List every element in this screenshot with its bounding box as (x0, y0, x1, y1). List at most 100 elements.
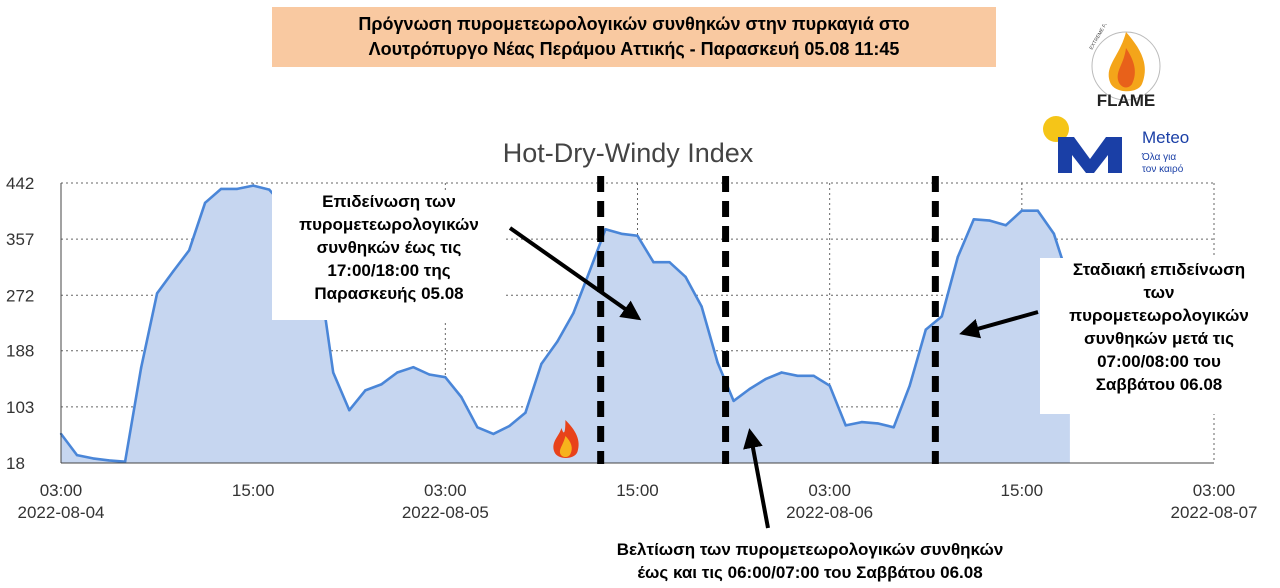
data-point (348, 409, 351, 412)
data-point (588, 270, 591, 273)
arrow-to-saturday-rise (959, 310, 1039, 339)
data-point (860, 420, 863, 424)
x-tick-label: 15:00 (1001, 481, 1044, 500)
data-point (476, 426, 479, 429)
fire-icon (553, 420, 579, 458)
x-tick-date-label: 2022-08-04 (18, 503, 105, 522)
annotation-arrows (508, 226, 1039, 529)
annotation-line: Σταδιακή επιδείνωση (1072, 260, 1246, 279)
data-point (700, 305, 703, 308)
chart-event-markers (553, 176, 939, 464)
data-point (716, 361, 719, 364)
annotation-improvement: Βελτίωση των πυρομετεωρολογικών συνθηκών… (580, 538, 1040, 588)
data-point (604, 228, 607, 231)
annotation-line: συνθηκών έως τις (316, 238, 462, 257)
data-point (492, 432, 495, 436)
x-tick-label: 03:00 (808, 481, 851, 500)
chart-axes: 18 103 188 272 357 442 03:00 2022-08-04 15:00 03:… (6, 174, 1257, 522)
data-point (364, 389, 367, 392)
meteo-tagline-line1: Όλα για (1142, 152, 1177, 163)
data-point (748, 387, 751, 391)
data-point (956, 255, 959, 259)
annotation-gradual-worsening-saturday: Σταδιακή επιδείνωση των πυρομετεωρολογικ… (1040, 258, 1278, 414)
annotation-line: Βελτίωση των πυρομετεωρολογικών συνθηκών (616, 540, 1004, 559)
forecast-title-box: Πρόγνωση πυρομετεωρολογικών συνθηκών στη… (272, 7, 996, 67)
data-point (91, 457, 95, 460)
y-tick-label: 18 (6, 454, 25, 473)
data-point (107, 459, 111, 462)
arrow-to-improvement-dip (743, 428, 770, 529)
data-point (155, 292, 159, 295)
data-point (556, 340, 559, 343)
annotation-line: 07:00/08:00 του (1097, 352, 1221, 371)
data-point (139, 366, 143, 370)
data-point (684, 275, 687, 278)
annotation-line: έως και τις 06:00/07:00 του Σαββάτου 06.… (637, 563, 983, 582)
annotation-line: Παρασκευής 05.08 (314, 284, 464, 303)
sun-icon (1043, 116, 1069, 142)
data-point (636, 234, 639, 237)
data-point (123, 460, 127, 463)
data-point (171, 270, 175, 273)
data-point (332, 371, 335, 374)
data-point (572, 311, 575, 315)
data-point (1004, 224, 1007, 227)
y-tick-label: 103 (6, 398, 34, 417)
forecast-title-line2: Λουτρόπυργο Νέας Περάμου Αττικής - Παρασ… (368, 39, 900, 59)
data-point (203, 201, 207, 204)
meteo-tagline-line2: τον καιρό (1142, 164, 1184, 175)
x-tick-label: 15:00 (616, 481, 659, 500)
data-point (828, 384, 831, 387)
data-point (668, 261, 671, 264)
flame-logo-text: FLAME (1097, 91, 1156, 110)
annotation-line: των (1143, 283, 1175, 302)
annotation-line: 17:00/18:00 της (327, 261, 451, 280)
y-tick-label: 188 (6, 342, 34, 361)
data-point (908, 384, 911, 387)
data-point (460, 395, 463, 399)
data-point (412, 366, 415, 369)
x-tick-label: 15:00 (232, 481, 275, 500)
x-tick-date-label: 2022-08-06 (786, 503, 873, 522)
series-line (59, 184, 1072, 463)
data-point (812, 374, 815, 377)
y-tick-label: 272 (6, 286, 34, 305)
data-point (844, 424, 847, 427)
data-point (732, 399, 735, 403)
data-point (444, 376, 447, 379)
data-point (236, 187, 239, 191)
annotation-line: πυρομετεωρολογικών (299, 215, 479, 234)
data-point (652, 261, 655, 264)
data-point (524, 411, 527, 414)
data-point (796, 374, 799, 377)
annotation-line: Σαββάτου 06.08 (1095, 375, 1223, 394)
data-point (1020, 209, 1023, 212)
data-point (508, 424, 511, 428)
meteo-logo-text: Meteo (1142, 128, 1190, 147)
data-point (396, 371, 399, 374)
forecast-title-line1: Πρόγνωση πυρομετεωρολογικών συνθηκών στη… (358, 14, 910, 34)
data-point (764, 377, 767, 381)
data-point (620, 232, 623, 235)
data-point (876, 422, 879, 425)
annotation-worsening-friday: Επιδείνωση των πυρομετεωρολογικών συνθηκ… (272, 190, 506, 320)
data-point (187, 249, 191, 252)
data-point (972, 218, 975, 221)
x-tick-date-label: 2022-08-05 (402, 503, 489, 522)
data-point (380, 383, 383, 386)
chart-title: Hot-Dry-Windy Index (502, 138, 754, 168)
x-tick-label: 03:00 (40, 481, 83, 500)
data-point (780, 371, 783, 374)
annotation-line: πυρομετεωρολογικών (1069, 306, 1249, 325)
arrow-to-friday-peak (508, 226, 642, 321)
data-point (75, 453, 79, 457)
x-tick-label: 03:00 (424, 481, 467, 500)
data-point (252, 184, 255, 187)
meteo-tagline: Όλα για τον καιρό (1142, 152, 1202, 176)
y-tick-label: 442 (6, 174, 34, 193)
data-point (988, 219, 991, 222)
data-point (940, 315, 943, 318)
annotation-line: Επιδείνωση των (322, 192, 456, 211)
data-point (219, 187, 223, 191)
data-point (892, 426, 895, 429)
